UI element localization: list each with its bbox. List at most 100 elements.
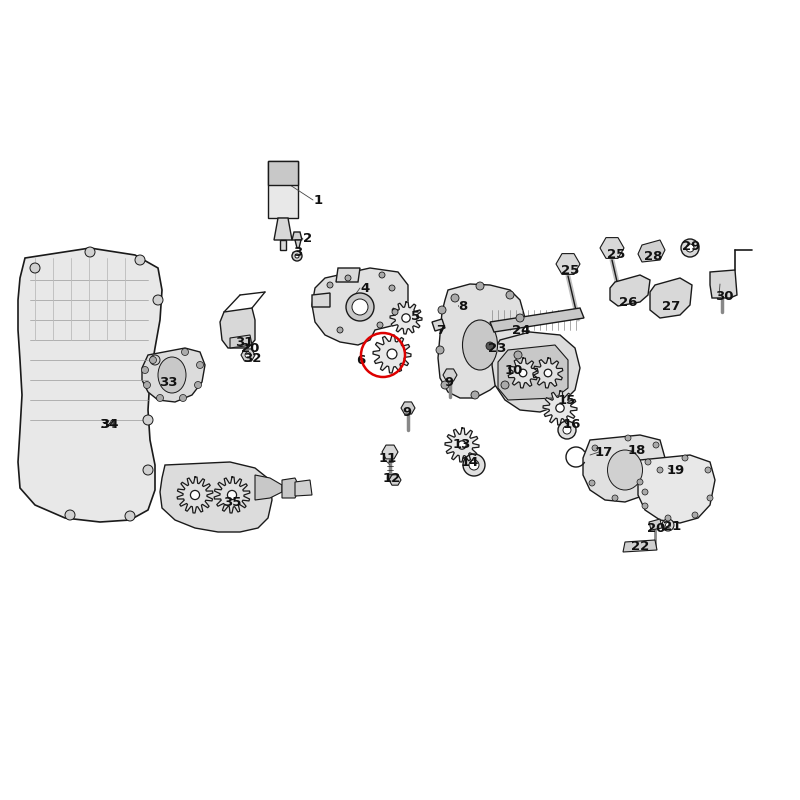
Circle shape	[501, 381, 509, 389]
Polygon shape	[160, 462, 272, 532]
Circle shape	[441, 381, 449, 389]
Circle shape	[337, 327, 343, 333]
Circle shape	[637, 479, 643, 485]
Polygon shape	[268, 161, 298, 185]
Text: 6: 6	[356, 354, 366, 366]
Polygon shape	[295, 480, 312, 496]
Circle shape	[686, 244, 694, 252]
Polygon shape	[390, 302, 422, 334]
Circle shape	[327, 282, 333, 288]
Circle shape	[197, 362, 203, 369]
Text: 12: 12	[383, 471, 401, 485]
Text: 31: 31	[235, 335, 253, 349]
Circle shape	[125, 511, 135, 521]
Ellipse shape	[607, 450, 642, 490]
Circle shape	[387, 349, 397, 359]
Circle shape	[190, 490, 199, 499]
Circle shape	[682, 455, 688, 461]
Circle shape	[143, 465, 153, 475]
Text: 29: 29	[682, 239, 700, 253]
Text: 24: 24	[512, 323, 530, 337]
Text: 20: 20	[647, 522, 665, 534]
Circle shape	[544, 370, 552, 377]
Circle shape	[519, 370, 526, 377]
Circle shape	[194, 382, 202, 389]
Polygon shape	[230, 335, 252, 348]
Text: 17: 17	[595, 446, 613, 458]
Circle shape	[65, 510, 75, 520]
Circle shape	[476, 282, 484, 290]
Polygon shape	[443, 369, 457, 381]
Polygon shape	[268, 161, 298, 218]
Circle shape	[352, 299, 368, 315]
Circle shape	[436, 346, 444, 354]
Polygon shape	[312, 268, 408, 345]
Circle shape	[345, 275, 351, 281]
Circle shape	[179, 394, 186, 402]
Circle shape	[458, 441, 466, 449]
Circle shape	[245, 352, 251, 358]
Circle shape	[451, 294, 459, 302]
Ellipse shape	[462, 320, 498, 370]
Text: 22: 22	[631, 541, 649, 554]
Circle shape	[438, 306, 446, 314]
Circle shape	[642, 503, 648, 509]
Polygon shape	[498, 345, 568, 400]
Polygon shape	[649, 519, 662, 530]
Polygon shape	[610, 275, 650, 306]
Polygon shape	[389, 475, 401, 485]
Text: 2: 2	[303, 233, 313, 246]
Circle shape	[142, 366, 149, 374]
Circle shape	[389, 285, 395, 291]
Polygon shape	[492, 332, 580, 412]
Circle shape	[556, 404, 564, 412]
Polygon shape	[445, 428, 479, 462]
Text: 34: 34	[100, 418, 118, 431]
Polygon shape	[638, 455, 715, 523]
Polygon shape	[280, 240, 286, 250]
Text: 19: 19	[667, 463, 685, 477]
Circle shape	[30, 263, 40, 273]
Text: 11: 11	[379, 451, 397, 465]
Text: 3: 3	[294, 246, 302, 258]
Polygon shape	[373, 335, 411, 373]
Polygon shape	[274, 218, 292, 240]
Circle shape	[657, 467, 663, 473]
Text: 9: 9	[402, 406, 411, 418]
Circle shape	[153, 295, 163, 305]
Text: 21: 21	[663, 521, 681, 534]
Text: 35: 35	[223, 497, 241, 510]
Circle shape	[645, 459, 651, 465]
Polygon shape	[638, 240, 665, 262]
Polygon shape	[220, 308, 255, 348]
Text: 30: 30	[714, 290, 734, 302]
Circle shape	[135, 255, 145, 265]
Circle shape	[402, 314, 410, 322]
Circle shape	[85, 247, 95, 257]
Text: 4: 4	[360, 282, 370, 294]
Text: 9: 9	[445, 377, 454, 390]
Circle shape	[486, 342, 494, 350]
Circle shape	[563, 426, 571, 434]
Polygon shape	[438, 284, 525, 398]
Polygon shape	[177, 477, 213, 513]
Circle shape	[516, 314, 524, 322]
Polygon shape	[583, 435, 665, 502]
Text: 16: 16	[563, 418, 581, 431]
Text: 32: 32	[243, 351, 261, 365]
Circle shape	[157, 394, 163, 402]
Polygon shape	[710, 270, 737, 298]
Polygon shape	[401, 402, 415, 414]
Polygon shape	[508, 358, 538, 388]
Circle shape	[514, 351, 522, 359]
Polygon shape	[382, 445, 398, 459]
Polygon shape	[650, 278, 692, 318]
Circle shape	[666, 522, 670, 527]
Ellipse shape	[158, 357, 186, 393]
Polygon shape	[490, 308, 584, 332]
Circle shape	[143, 415, 153, 425]
Circle shape	[379, 272, 385, 278]
Circle shape	[150, 355, 160, 365]
Circle shape	[227, 490, 237, 499]
Circle shape	[469, 460, 479, 470]
